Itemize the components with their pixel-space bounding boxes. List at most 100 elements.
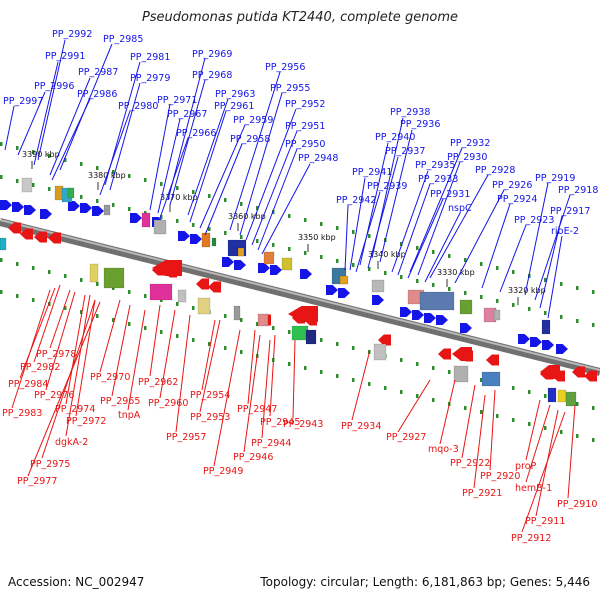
reverse-gene-label-leader (127, 309, 146, 411)
lower-track-tick (288, 362, 291, 366)
reverse-gene-label-leader (261, 339, 271, 439)
forward-gene-arrow (12, 202, 24, 212)
reverse-gene-label-leader (489, 389, 496, 471)
upper-track-tick (176, 186, 179, 190)
lower-inner-tick (448, 370, 451, 374)
reverse-gene-arrow (196, 278, 209, 290)
upper-track-tick (464, 258, 467, 262)
forward-gene-label-leader (424, 212, 461, 283)
upper-inner-tick (544, 311, 547, 315)
forward-gene-arrow (258, 263, 270, 273)
forward-gene-label: PP_2926 (492, 180, 532, 191)
upper-inner-tick (576, 319, 579, 323)
reverse-gene-label: PP_2970 (90, 372, 130, 383)
lower-track-tick (560, 430, 563, 434)
forward-gene-label: PP_2930 (447, 152, 487, 163)
reverse-gene-label-leader (45, 291, 76, 391)
forward-gene-label-leader (245, 108, 297, 241)
upper-inner-tick (208, 227, 211, 231)
forward-gene-label-leader (239, 92, 283, 236)
feature-block (373, 343, 387, 361)
forward-gene-arrow (530, 337, 542, 347)
reverse-gene-arrow (378, 334, 391, 346)
forward-gene-label: PP_2991 (45, 51, 85, 62)
upper-inner-tick (160, 215, 163, 219)
forward-gene-arrow (556, 344, 568, 354)
forward-gene-label-leader (187, 98, 229, 216)
reverse-gene-label-leader (567, 404, 576, 499)
lower-track-tick (304, 366, 307, 370)
reverse-gene-label-leader (243, 334, 261, 453)
upper-inner-tick (288, 247, 291, 251)
accession-text: Accession: NC_002947 (8, 575, 145, 589)
forward-gene-label: PP_2924 (497, 194, 537, 205)
lower-inner-tick (240, 318, 243, 322)
forward-gene-label: PP_2948 (298, 153, 338, 164)
reverse-gene-label-leader (461, 384, 476, 459)
lower-inner-tick (400, 358, 403, 362)
label-layer: PP_2992 PP_2985 PP_2991 PP_2981 PP_2969 PP_29… (2, 29, 598, 544)
forward-gene-label-leader (409, 147, 463, 273)
upper-inner-tick (400, 275, 403, 279)
forward-gene-label-leader (407, 198, 444, 279)
forward-gene-arrow (372, 295, 384, 305)
lower-track-tick (320, 370, 323, 374)
reverse-gene-label: PP_2953 (190, 412, 230, 423)
upper-inner-tick (32, 183, 35, 187)
reverse-gene-label-leader (27, 301, 101, 477)
forward-gene-label-leader (189, 110, 227, 223)
lower-track-tick (128, 322, 131, 326)
upper-track-tick (144, 178, 147, 182)
feature-block (103, 267, 125, 289)
feature-block (89, 263, 99, 283)
upper-inner-tick (192, 223, 195, 227)
lower-track-tick (224, 346, 227, 350)
lower-track-tick (144, 326, 147, 330)
reverse-gene-label-leader (292, 339, 296, 419)
forward-gene-label: PP_2935 (415, 160, 455, 171)
forward-gene-arrow (40, 209, 52, 219)
forward-gene-label-leader (454, 189, 505, 284)
ruler-label: 3360 kbp (228, 212, 266, 221)
lower-track-tick (176, 334, 179, 338)
lower-track-tick (368, 382, 371, 386)
reverse-gene-label: PP_2910 (557, 499, 597, 510)
upper-track-tick (448, 254, 451, 258)
forward-gene-arrow (190, 234, 202, 244)
reverse-gene-label-leader (149, 304, 161, 377)
forward-gene-arrow (68, 201, 80, 211)
ruler-label: 3350 kbp (298, 233, 336, 242)
reverse-gene-arrow (584, 370, 597, 382)
reverse-gene-label-leader (199, 319, 221, 413)
forward-gene-arrow (92, 206, 104, 216)
lower-inner-tick (176, 302, 179, 306)
upper-track-tick (32, 150, 35, 154)
forward-gene-label: PP_2933 (418, 174, 458, 185)
feature-block (233, 305, 241, 321)
lower-inner-tick (528, 390, 531, 394)
forward-gene-label: PP_2963 (215, 89, 255, 100)
upper-inner-tick (256, 239, 259, 243)
reverse-gene-label-leader (351, 349, 371, 421)
lower-track-tick (528, 422, 531, 426)
reverse-gene-label-leader (525, 399, 541, 461)
forward-gene-label-leader (344, 204, 349, 271)
forward-gene-arrow (0, 200, 12, 210)
upper-inner-tick (368, 267, 371, 271)
lower-inner-tick (128, 290, 131, 294)
upper-track-tick (368, 234, 371, 238)
forward-gene-label: PP_2987 (78, 67, 118, 78)
forward-gene-label-leader (37, 39, 66, 161)
lower-track-tick (544, 426, 547, 430)
feature-block (541, 319, 551, 335)
ruler-label: 3340 kbp (368, 250, 406, 259)
reverse-gene-arrow (486, 354, 499, 366)
upper-track-tick (320, 222, 323, 226)
ruler-label: 3320 kbp (508, 286, 546, 295)
feature-block (177, 289, 187, 303)
forward-gene-arrow (326, 285, 338, 295)
reverse-gene-label-leader (521, 411, 566, 533)
forward-gene-label-leader (539, 215, 563, 309)
forward-gene-label: PP_2966 (176, 128, 216, 139)
